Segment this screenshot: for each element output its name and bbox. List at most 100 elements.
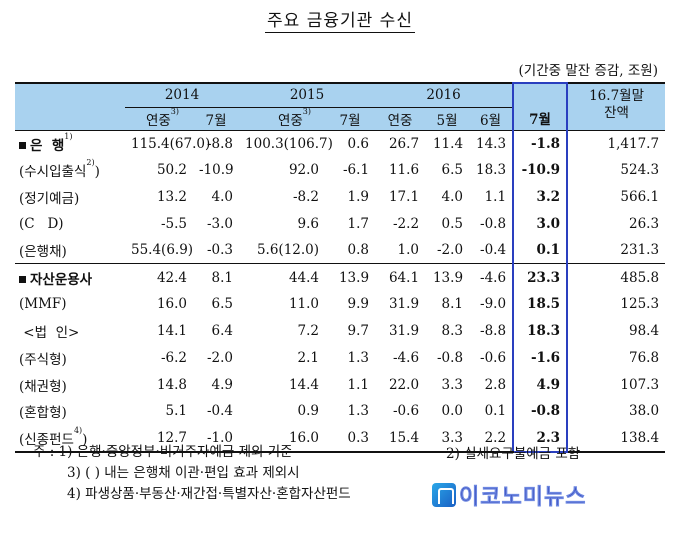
table-cell: 23.3 xyxy=(512,263,569,291)
table-row: (MMF) 16.0 6.5 11.0 9.9 31.9 8.1 -9.0 18.5 125.3 xyxy=(15,290,665,318)
table-cell: 9.6 xyxy=(297,215,320,232)
table-cell: 76.8 xyxy=(628,349,660,366)
table-cell: -3.0 xyxy=(206,215,234,232)
subheader-sup: 3) xyxy=(170,106,179,116)
row-label-sup: 2) xyxy=(86,158,95,168)
row-label-text: <법 인> xyxy=(19,324,80,341)
row-label-text: (C D) xyxy=(19,215,64,232)
subheader-2: 연중3) xyxy=(239,107,326,130)
table-cell: 7.2 xyxy=(297,322,320,339)
subheader-label: 연중 xyxy=(277,112,303,129)
table-cell: 8.1 xyxy=(441,296,464,313)
table-cell: 1.3 xyxy=(347,403,370,420)
row-label-text: (정기예금) xyxy=(19,190,80,207)
table-cell: -4.6 xyxy=(469,263,514,291)
table-cell: 50.2 xyxy=(156,162,187,179)
row-label: <법 인> xyxy=(15,318,125,345)
table-cell: 26.7 xyxy=(375,129,426,157)
table-cell: 44.4 xyxy=(239,263,326,291)
table-cell: 3.3 xyxy=(441,376,464,393)
table-cell: 0.9 xyxy=(297,403,320,420)
table-cell: 11.6 xyxy=(388,162,420,179)
table-cell: 5.1 xyxy=(165,403,187,420)
table-row: (주식형) -6.2 -2.0 2.1 1.3 -4.6 -0.8 -0.6 -1.6 76.8 xyxy=(15,344,665,372)
economynews-logo: 이코노미뉴스 xyxy=(432,483,586,510)
footnotes: 주 : 1) 은행·중앙정부·비거주자예금 제외 기준 3) ( ) 내는 은행… xyxy=(33,442,351,505)
row-label-text: (수시입출식 xyxy=(19,164,87,181)
row-label-text: 은 행 xyxy=(30,137,65,154)
table-row: (신종펀드4)) 12.7 -1.0 16.0 0.3 15.4 3.3 2.2 2.3 138.… xyxy=(15,424,666,453)
table-row: (C D) -5.5 -3.0 9.6 1.7 -2.2 0.5 -0.8 3.0 26.3 xyxy=(15,210,665,238)
table-cell: 3.3 xyxy=(425,424,470,453)
table-cell: 18.3 xyxy=(475,162,507,179)
table-cell: 6.4 xyxy=(211,322,234,339)
table-cell: 2.1 xyxy=(297,349,320,366)
table-cell: 4.0 xyxy=(441,188,464,205)
subheader-label: 7월 xyxy=(529,112,551,129)
table-cell: -0.8 xyxy=(512,397,569,425)
table-cell: -0.3 xyxy=(206,242,234,259)
table-cell: 1.0 xyxy=(397,242,420,259)
table-cell: 5.6(12.0) xyxy=(256,242,320,259)
table-cell: -9.0 xyxy=(480,296,507,313)
table-cell: 4.0 xyxy=(211,188,234,205)
table-cell: 2.3 xyxy=(512,424,569,453)
row-label: 자산운용사 xyxy=(15,263,125,291)
table-cell: 31.9 xyxy=(388,322,420,339)
footnote-4: 4) 파생상품·부동산·재간접·특별자산·혼합자산펀드 xyxy=(67,486,351,502)
table-cell: 16.0 xyxy=(156,296,187,313)
table-cell: 0.1 xyxy=(484,403,507,420)
table-cell: 0.3 xyxy=(325,424,376,453)
subheader-5: 5월 xyxy=(425,107,470,130)
table-cell: 2.2 xyxy=(469,424,514,453)
table-cell: 1.9 xyxy=(347,188,370,205)
table-cell: 14.3 xyxy=(469,129,514,157)
table-cell: 524.3 xyxy=(620,162,660,179)
header-balance-label: 잔액 xyxy=(604,105,629,121)
row-label-text: (신종펀드 xyxy=(19,431,74,448)
subheader-6: 6월 xyxy=(469,107,514,130)
table-cell: 4.9 xyxy=(512,371,569,398)
table-cell: -1.6 xyxy=(512,344,569,372)
table-cell: 14.1 xyxy=(156,322,187,339)
table-cell: 0.1 xyxy=(512,237,569,264)
table-cell: -8.2 xyxy=(292,188,320,205)
table-cell: -6.1 xyxy=(343,162,370,179)
table-cell: -0.8 xyxy=(480,215,507,232)
deposit-table: 2014 2015 2016 16.7월말 잔액 연중3) 7월 연중3) 7월 연중 5… xyxy=(15,82,666,453)
table-cell: 13.9 xyxy=(425,263,470,291)
bullet-square-icon xyxy=(19,275,26,283)
table-cell: 138.4 xyxy=(567,424,666,453)
header-blank xyxy=(15,83,125,130)
footnote-2: 2) 실세요구불예금 포함 xyxy=(446,446,581,462)
table-cell: -0.6 xyxy=(480,349,507,366)
row-label-close: ) xyxy=(94,164,100,181)
page-title: 주요 금융기관 수신 xyxy=(265,11,415,33)
row-label: (정기예금) xyxy=(15,184,125,211)
table-cell: 26.3 xyxy=(628,215,660,232)
table-cell: 0.6 xyxy=(325,129,376,157)
table-cell: 125.3 xyxy=(620,296,660,313)
row-label-text: (채권형) xyxy=(19,378,67,395)
table-cell: 100.3(106.7) xyxy=(239,129,333,157)
table-cell: 11.4 xyxy=(425,129,470,157)
table-row: (혼합형) 5.1 -0.4 0.9 1.3 -0.6 0.0 0.1 -0.8 38.0 xyxy=(15,397,665,425)
table-cell: -0.4 xyxy=(480,242,507,259)
table-cell: -10.9 xyxy=(199,162,234,179)
table-cell: -8.8 xyxy=(193,129,240,157)
table-cell: 231.3 xyxy=(620,242,660,259)
header-year-2015: 2015 xyxy=(239,83,376,108)
table-cell: 92.0 xyxy=(288,162,320,179)
row-label: (은행채) xyxy=(15,237,125,264)
table-cell: -2.0 xyxy=(437,242,464,259)
subheader-label: 6월 xyxy=(480,112,502,129)
table-cell: 8.3 xyxy=(441,322,464,339)
table-cell: 18.3 xyxy=(512,317,569,345)
table-cell: -1.8 xyxy=(512,129,569,157)
row-label: (주식형) xyxy=(15,344,125,371)
table-cell: 13.2 xyxy=(156,188,187,205)
table-cell: -1.0 xyxy=(193,424,240,453)
table-cell: -2.2 xyxy=(393,215,420,232)
table-cell: 9.7 xyxy=(347,322,370,339)
table-cell: 8.1 xyxy=(193,263,240,291)
